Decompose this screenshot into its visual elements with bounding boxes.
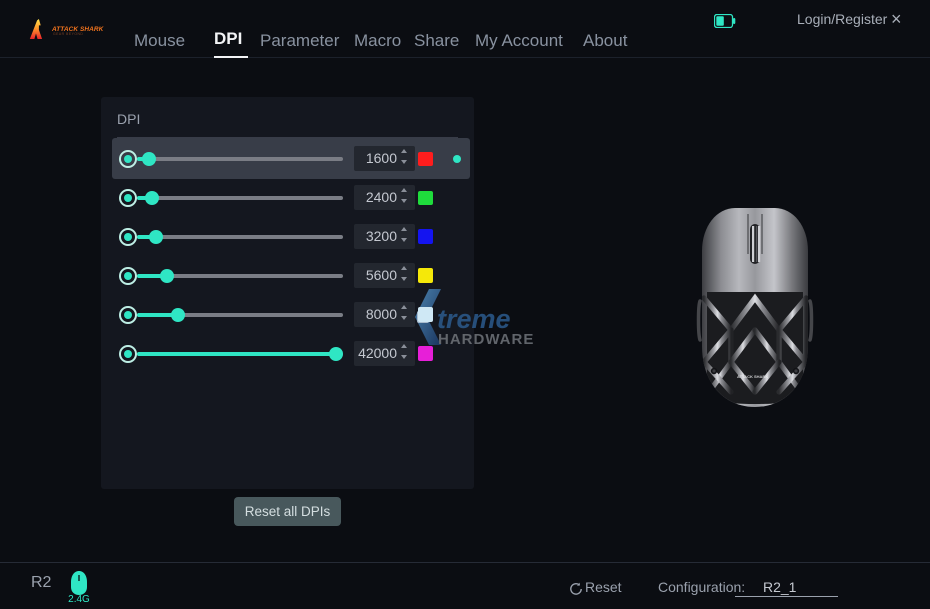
svg-text:HARDWARE: HARDWARE <box>438 331 534 347</box>
svg-text:ATTACK SHARK: ATTACK SHARK <box>737 374 768 379</box>
svg-text:treme: treme <box>437 304 511 334</box>
